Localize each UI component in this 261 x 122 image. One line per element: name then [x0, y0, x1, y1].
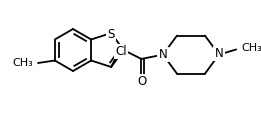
Text: N: N [159, 48, 167, 61]
Text: N: N [215, 47, 223, 60]
Text: CH₃: CH₃ [241, 43, 261, 53]
Text: O: O [138, 75, 147, 88]
Text: CH₃: CH₃ [12, 58, 33, 68]
Text: S: S [108, 27, 115, 41]
Text: Cl: Cl [116, 45, 127, 58]
